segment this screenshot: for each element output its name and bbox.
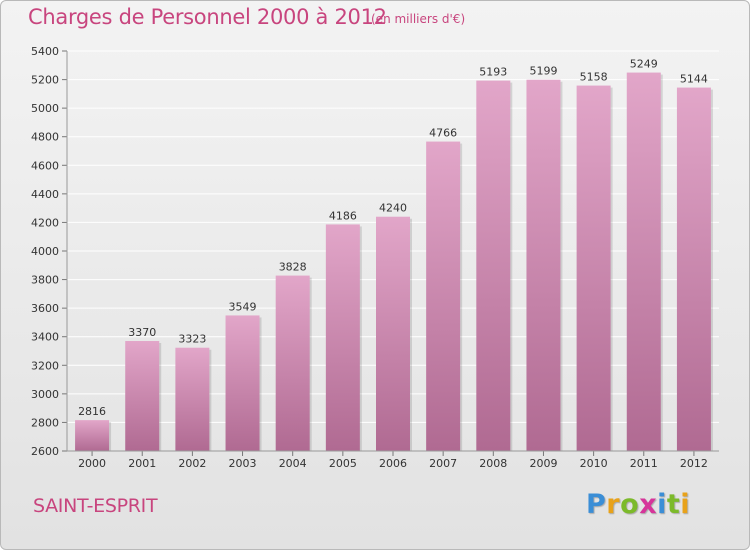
bar [376, 216, 410, 451]
y-tick-label: 2800 [31, 416, 59, 429]
bar [526, 79, 561, 451]
bar [75, 420, 110, 451]
data-label: 4240 [379, 202, 407, 215]
x-tick-label: 2009 [529, 457, 557, 470]
x-tick-label: 2005 [329, 457, 357, 470]
y-tick-label: 3400 [31, 331, 59, 344]
bar [626, 72, 661, 452]
bar [225, 315, 260, 451]
logo-letter: x [639, 489, 658, 520]
data-label: 5144 [680, 73, 708, 86]
y-tick-label: 4600 [31, 159, 59, 172]
y-tick-label: 4400 [31, 188, 59, 201]
x-tick-label: 2012 [680, 457, 708, 470]
bars [75, 72, 713, 452]
proxiti-logo[interactable]: Proxiti [586, 489, 690, 520]
y-axis: 2600 2800 3000 3200 3400 3600 3800 4000 4200 4400… [31, 45, 68, 458]
bar [476, 80, 511, 452]
x-tick-label: 2003 [229, 457, 257, 470]
x-tick-label: 2007 [429, 457, 457, 470]
y-tick-label: 3200 [31, 359, 59, 372]
chart-title: Charges de Personnel 2000 à 2012 [28, 5, 387, 29]
y-tick-label: 4000 [31, 245, 59, 258]
y-tick-label: 3800 [31, 274, 59, 287]
bar [576, 85, 611, 452]
x-axis: 2000 2001 2002 2003 2004 2005 2006 2007 2008 2009… [67, 450, 719, 470]
commune-name: SAINT-ESPRIT [33, 495, 158, 517]
data-label: 3323 [178, 333, 206, 346]
y-tick-label: 3000 [31, 388, 59, 401]
data-label: 4766 [429, 127, 457, 140]
y-tick-label: 5000 [31, 102, 59, 115]
data-label: 2816 [78, 405, 106, 418]
chart-subtitle: (en milliers d'€) [371, 12, 466, 26]
y-tick-label: 2600 [31, 445, 59, 458]
logo-letter: r [606, 489, 621, 520]
logo-letter: o [620, 489, 640, 520]
logo-letter: t [666, 489, 681, 520]
bar [175, 347, 210, 451]
logo-letter: i [680, 489, 691, 520]
bar [426, 141, 461, 452]
data-label: 5199 [529, 65, 557, 78]
bar [325, 224, 360, 451]
data-label: 3370 [128, 326, 156, 339]
y-tick-label: 4200 [31, 216, 59, 229]
bar [125, 341, 160, 451]
y-tick-label: 4800 [31, 131, 59, 144]
x-tick-label: 2010 [580, 457, 608, 470]
y-tick-label: 3600 [31, 302, 59, 315]
data-label: 5158 [580, 71, 608, 84]
x-tick-label: 2001 [128, 457, 156, 470]
data-label: 3828 [279, 261, 307, 274]
data-label: 5249 [630, 58, 658, 71]
logo-letter: i [657, 489, 667, 520]
logo-letter: P [586, 489, 607, 520]
bar [676, 87, 711, 452]
x-tick-label: 2000 [78, 457, 106, 470]
x-tick-label: 2011 [630, 457, 658, 470]
x-tick-label: 2006 [379, 457, 407, 470]
data-label: 4186 [329, 209, 357, 222]
data-label: 5193 [479, 66, 507, 79]
bar [275, 275, 310, 451]
x-tick-label: 2004 [279, 457, 307, 470]
x-tick-label: 2008 [479, 457, 507, 470]
y-tick-label: 5400 [31, 45, 59, 58]
y-tick-label: 5200 [31, 74, 59, 87]
data-labels: 2816 3370 3323 3549 3828 4186 4240 4766 5193 5199… [78, 58, 708, 419]
data-label: 3549 [229, 300, 257, 313]
x-tick-label: 2002 [178, 457, 206, 470]
